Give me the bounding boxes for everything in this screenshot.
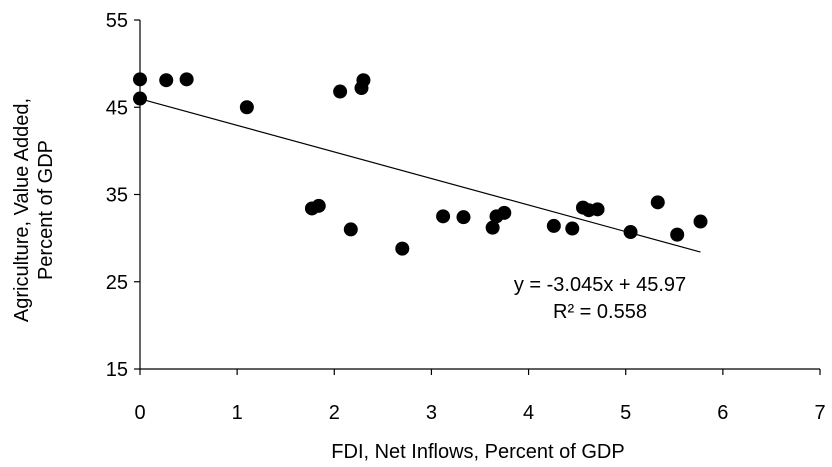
x-tick-label: 6 [717,402,728,424]
y-tick-label: 55 [106,10,128,32]
y-axis-title-line-2: Percent of GDP [35,140,57,280]
data-point [133,91,147,106]
x-tick-label: 0 [134,402,145,424]
data-point [333,84,348,99]
data-point [590,202,605,217]
x-axis-ticks: 0 1 2 3 4 5 6 7 [134,369,826,424]
y-tick-label: 45 [106,97,128,119]
y-axis-title-line-1: Agriculture, Value Added, [11,98,33,322]
data-point [670,227,685,242]
data-point [239,100,254,115]
data-point [497,205,512,220]
trendline [139,98,701,253]
data-point [485,220,500,235]
x-tick-label: 2 [329,402,340,424]
trendline-r-squared: R² = 0.558 [553,301,647,323]
data-point [693,214,708,229]
x-tick-label: 7 [814,402,825,424]
y-axis-ticks: 15 25 35 45 55 [106,10,140,381]
data-point [546,218,561,233]
x-tick-label: 1 [232,402,243,424]
data-point [436,209,451,224]
x-tick-label: 3 [426,402,437,424]
data-point [179,72,194,87]
data-point [159,73,174,88]
data-point [456,210,471,225]
data-point [356,73,371,88]
y-tick-label: 35 [106,185,128,207]
data-point [343,222,358,237]
x-tick-label: 5 [620,402,631,424]
y-tick-label: 25 [106,272,128,294]
x-axis-title: FDI, Net Inflows, Percent of GDP [331,441,624,463]
y-tick-label: 15 [106,359,128,381]
x-tick-label: 4 [523,402,534,424]
data-point [565,221,580,236]
axes [139,20,820,370]
data-points [133,72,708,256]
data-point [623,225,638,240]
data-point [395,241,410,256]
data-point [650,195,665,210]
data-point [311,198,326,213]
data-point [133,72,147,87]
y-axis-title: Agriculture, Value Added, Percent of GDP [11,98,57,322]
trendline-equation: y = -3.045x + 45.97 [514,274,686,296]
trendline-group [139,98,701,253]
